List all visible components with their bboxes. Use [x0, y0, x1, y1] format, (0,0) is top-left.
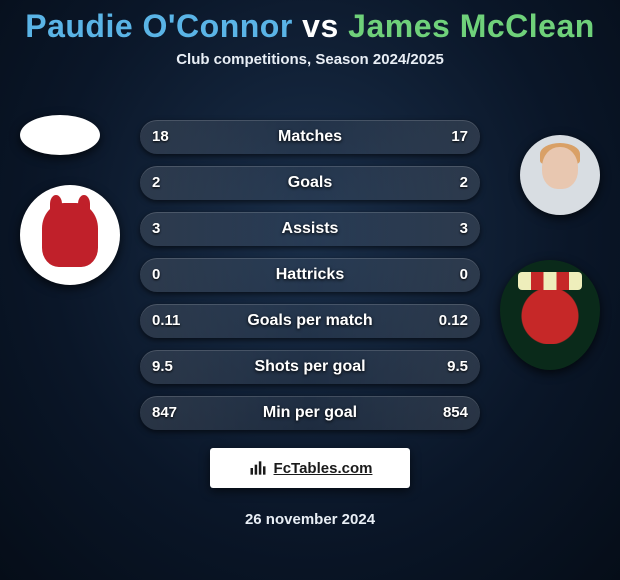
date-label: 26 november 2024: [0, 511, 620, 528]
page-title: Paudie O'Connor vs James McClean: [0, 0, 620, 45]
stat-label: Assists: [140, 212, 480, 246]
player2-avatar: [520, 135, 600, 215]
stat-label: Matches: [140, 120, 480, 154]
source-badge[interactable]: FcTables.com: [210, 448, 410, 488]
stat-row: 18 Matches 17: [140, 120, 480, 154]
stats-table: 18 Matches 17 2 Goals 2 3 Assists 3 0 Ha…: [140, 120, 480, 442]
player1-avatar: [20, 115, 100, 155]
source-badge-text: FcTables.com: [274, 460, 373, 477]
title-player2: James McClean: [348, 8, 595, 44]
player1-club-crest: [20, 185, 120, 285]
stat-label: Min per goal: [140, 396, 480, 430]
stat-row: 3 Assists 3: [140, 212, 480, 246]
stat-value-p2: 17: [451, 120, 468, 154]
stat-value-p2: 2: [460, 166, 468, 200]
stat-label: Goals per match: [140, 304, 480, 338]
player2-club-crest: [500, 260, 600, 370]
stat-row: 2 Goals 2: [140, 166, 480, 200]
subtitle: Club competitions, Season 2024/2025: [0, 51, 620, 68]
stat-value-p2: 0: [460, 258, 468, 292]
stat-label: Hattricks: [140, 258, 480, 292]
title-vs: vs: [302, 8, 339, 44]
chart-icon: [248, 458, 268, 478]
stat-value-p2: 3: [460, 212, 468, 246]
comparison-card: Paudie O'Connor vs James McClean Club co…: [0, 0, 620, 580]
stat-row: 847 Min per goal 854: [140, 396, 480, 430]
stat-row: 0.11 Goals per match 0.12: [140, 304, 480, 338]
stat-label: Goals: [140, 166, 480, 200]
stat-label: Shots per goal: [140, 350, 480, 384]
stat-value-p2: 9.5: [447, 350, 468, 384]
title-player1: Paudie O'Connor: [25, 8, 293, 44]
stat-value-p2: 854: [443, 396, 468, 430]
stat-row: 9.5 Shots per goal 9.5: [140, 350, 480, 384]
stat-row: 0 Hattricks 0: [140, 258, 480, 292]
stat-value-p2: 0.12: [439, 304, 468, 338]
